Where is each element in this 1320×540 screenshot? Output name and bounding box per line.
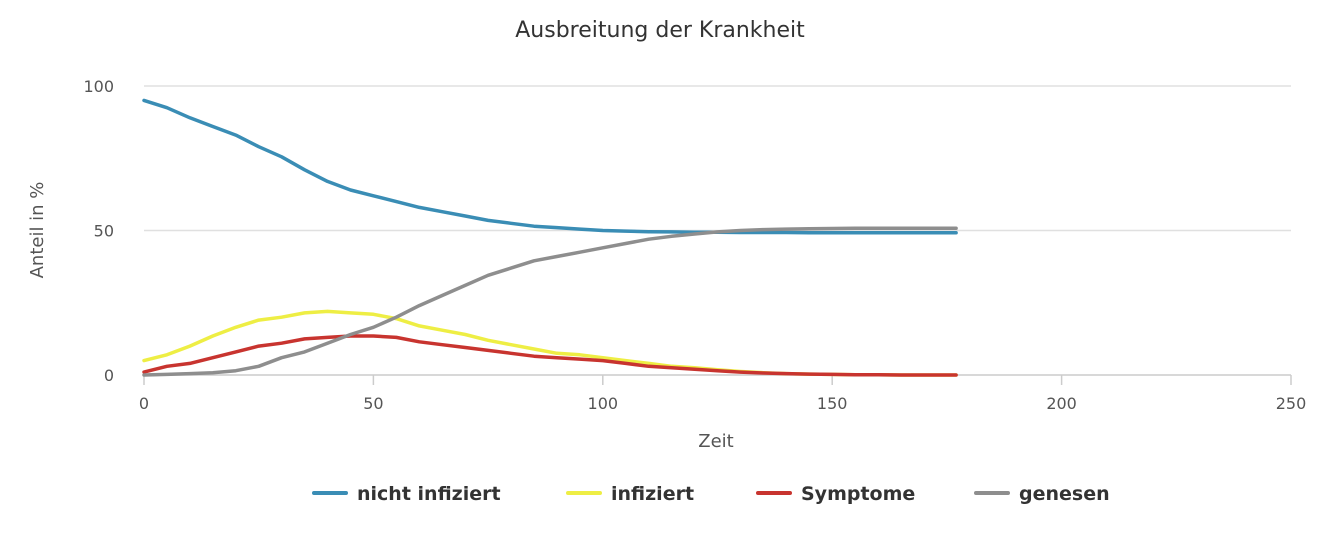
y-axis-label: Anteil in %	[27, 182, 48, 279]
legend-label-symptome: Symptome	[801, 483, 915, 505]
legend-label-nicht-infiziert: nicht infiziert	[357, 483, 501, 505]
series-line-symptome	[142, 334, 958, 377]
series-line-nicht-infiziert	[142, 98, 958, 235]
chart-title: Ausbreitung der Krankheit	[515, 18, 805, 43]
legend-label-genesen: genesen	[1019, 483, 1110, 505]
x-tick-label-250: 250	[1276, 394, 1307, 413]
x-tick-label-100: 100	[588, 394, 619, 413]
legend-item-nicht-infiziert[interactable]: nicht infiziert	[312, 483, 501, 505]
x-tick-label-0: 0	[139, 394, 149, 413]
legend: nicht infiziert infiziert Symptome genesen	[312, 483, 1110, 505]
x-tick-label-150: 150	[817, 394, 848, 413]
legend-item-genesen[interactable]: genesen	[974, 483, 1110, 505]
series-line-genesen	[142, 226, 958, 377]
y-tick-label-100: 100	[83, 77, 114, 96]
axes: 0 50 100 0 50 100 150 200 250	[83, 77, 1306, 413]
x-tick-label-200: 200	[1046, 394, 1077, 413]
grid-lines	[144, 85, 1291, 232]
legend-item-symptome[interactable]: Symptome	[756, 483, 915, 505]
x-axis-label: Zeit	[698, 431, 733, 452]
y-tick-label-0: 0	[104, 366, 114, 385]
y-tick-label-50: 50	[94, 222, 114, 241]
legend-label-infiziert: infiziert	[611, 483, 694, 505]
legend-item-infiziert[interactable]: infiziert	[566, 483, 694, 505]
x-tick-label-50: 50	[363, 394, 383, 413]
series-lines	[142, 98, 958, 377]
